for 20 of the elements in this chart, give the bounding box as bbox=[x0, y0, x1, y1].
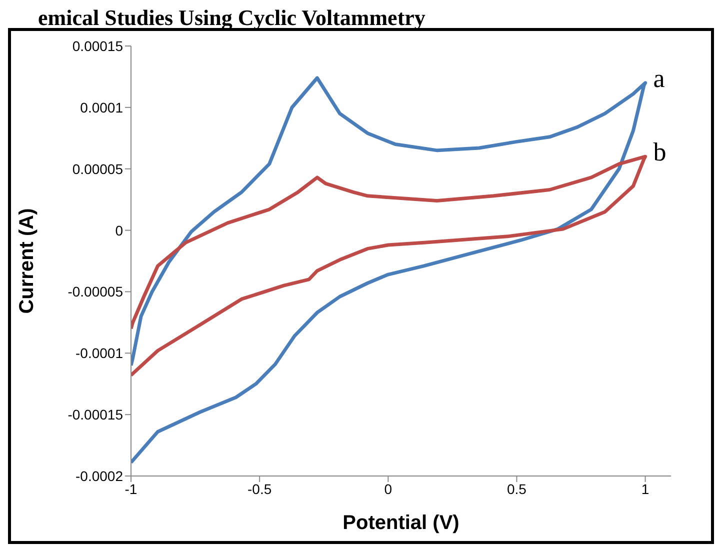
y-axis-title: Current (A) bbox=[16, 208, 38, 314]
chart-title: emical Studies Using Cyclic Voltammetry bbox=[37, 5, 426, 30]
y-tick-label: -0.0001 bbox=[76, 345, 124, 362]
series-label: a bbox=[653, 64, 666, 93]
line-series bbox=[131, 76, 648, 464]
y-tick-label: 0.00015 bbox=[72, 38, 124, 54]
y-tick-label: 0 bbox=[115, 222, 124, 238]
series-label: b bbox=[653, 138, 666, 167]
y-tick-label: 0.00005 bbox=[72, 160, 124, 177]
y-tick-label: -0.00015 bbox=[68, 406, 124, 423]
x-tick-label: -1 bbox=[124, 480, 138, 497]
x-tick-label: 0.5 bbox=[506, 480, 527, 497]
y-tick-label: 0.0001 bbox=[80, 99, 124, 116]
x-tick-label: 0 bbox=[384, 480, 392, 497]
y-tick-label: -0.0002 bbox=[76, 468, 124, 484]
y-tick-label: -0.00005 bbox=[68, 284, 124, 300]
x-axis-title: Potential (V) bbox=[342, 512, 460, 534]
x-tick-label: -0.5 bbox=[248, 480, 272, 497]
x-tick-label: 1 bbox=[641, 480, 650, 497]
line-series bbox=[131, 154, 648, 378]
